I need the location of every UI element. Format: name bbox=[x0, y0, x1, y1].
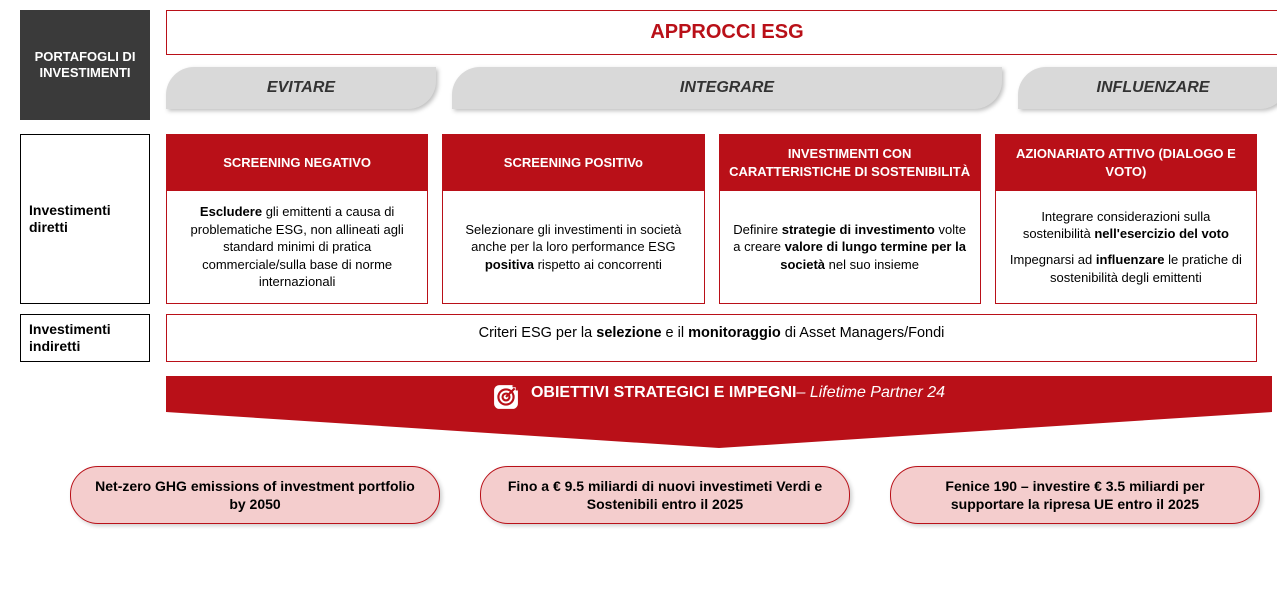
main-col: APPROCCI ESG EVITARE INTEGRARE INFLUENZA… bbox=[166, 10, 1277, 120]
card-head: INVESTIMENTI CON CARATTERISTICHE DI SOST… bbox=[720, 135, 980, 191]
card-body: Escludere gli emittenti a causa di probl… bbox=[167, 191, 427, 303]
sidebar-header: PORTAFOGLI DI INVESTIMENTI bbox=[20, 10, 150, 120]
cards-row: SCREENING NEGATIVO Escludere gli emitten… bbox=[166, 134, 1257, 304]
indiretti-text: Criteri ESG per la selezione e il monito… bbox=[479, 325, 945, 341]
card-investimenti-sostenibilita: INVESTIMENTI CON CARATTERISTICHE DI SOST… bbox=[719, 134, 981, 304]
pill-investimenti-verdi: Fino a € 9.5 miliardi di nuovi investime… bbox=[480, 466, 850, 524]
card-body: Integrare considerazioni sulla sostenibi… bbox=[996, 191, 1256, 303]
card-head: SCREENING POSITIVo bbox=[443, 135, 703, 191]
sidebar-item-diretti: Investimenti diretti bbox=[20, 134, 150, 304]
card-azionariato-attivo: AZIONARIATO ATTIVO (DIALOGO E VOTO) Inte… bbox=[995, 134, 1257, 304]
target-icon bbox=[493, 384, 519, 410]
pill-fenice-190: Fenice 190 – investire € 3.5 miliardi pe… bbox=[890, 466, 1260, 524]
banner-text: OBIETTIVI STRATEGICI E IMPEGNI– Lifetime… bbox=[166, 376, 1272, 448]
page-title: APPROCCI ESG bbox=[166, 10, 1277, 55]
sidebar-item-indiretti: Investimenti indiretti bbox=[20, 314, 150, 362]
page-title-text: APPROCCI ESG bbox=[650, 21, 803, 43]
tab-integrare: INTEGRARE bbox=[452, 67, 1002, 109]
pills-row: Net-zero GHG emissions of investment por… bbox=[70, 466, 1260, 524]
banner-text-bold: OBIETTIVI STRATEGICI E IMPEGNI bbox=[531, 384, 797, 401]
tabs-row: EVITARE INTEGRARE INFLUENZARE bbox=[166, 67, 1277, 109]
tab-evitare: EVITARE bbox=[166, 67, 436, 109]
card-head: SCREENING NEGATIVO bbox=[167, 135, 427, 191]
card-screening-negativo: SCREENING NEGATIVO Escludere gli emitten… bbox=[166, 134, 428, 304]
sidebar-header-text: PORTAFOGLI DI INVESTIMENTI bbox=[24, 49, 146, 82]
indiretti-box: Criteri ESG per la selezione e il monito… bbox=[166, 314, 1257, 362]
card-body: Selezionare gli investimenti in società … bbox=[443, 191, 703, 303]
sidebar-item-diretti-label: Investimenti diretti bbox=[29, 202, 141, 236]
banner-text-italic: – Lifetime Partner 24 bbox=[796, 384, 945, 401]
sidebar-item-indiretti-label: Investimenti indiretti bbox=[29, 321, 141, 355]
card-body: Definire strategie di investimento volte… bbox=[720, 191, 980, 303]
card-screening-positivo: SCREENING POSITIVo Selezionare gli inves… bbox=[442, 134, 704, 304]
pill-net-zero: Net-zero GHG emissions of investment por… bbox=[70, 466, 440, 524]
banner: OBIETTIVI STRATEGICI E IMPEGNI– Lifetime… bbox=[166, 376, 1272, 448]
tab-influenzare: INFLUENZARE bbox=[1018, 67, 1277, 109]
card-head: AZIONARIATO ATTIVO (DIALOGO E VOTO) bbox=[996, 135, 1256, 191]
